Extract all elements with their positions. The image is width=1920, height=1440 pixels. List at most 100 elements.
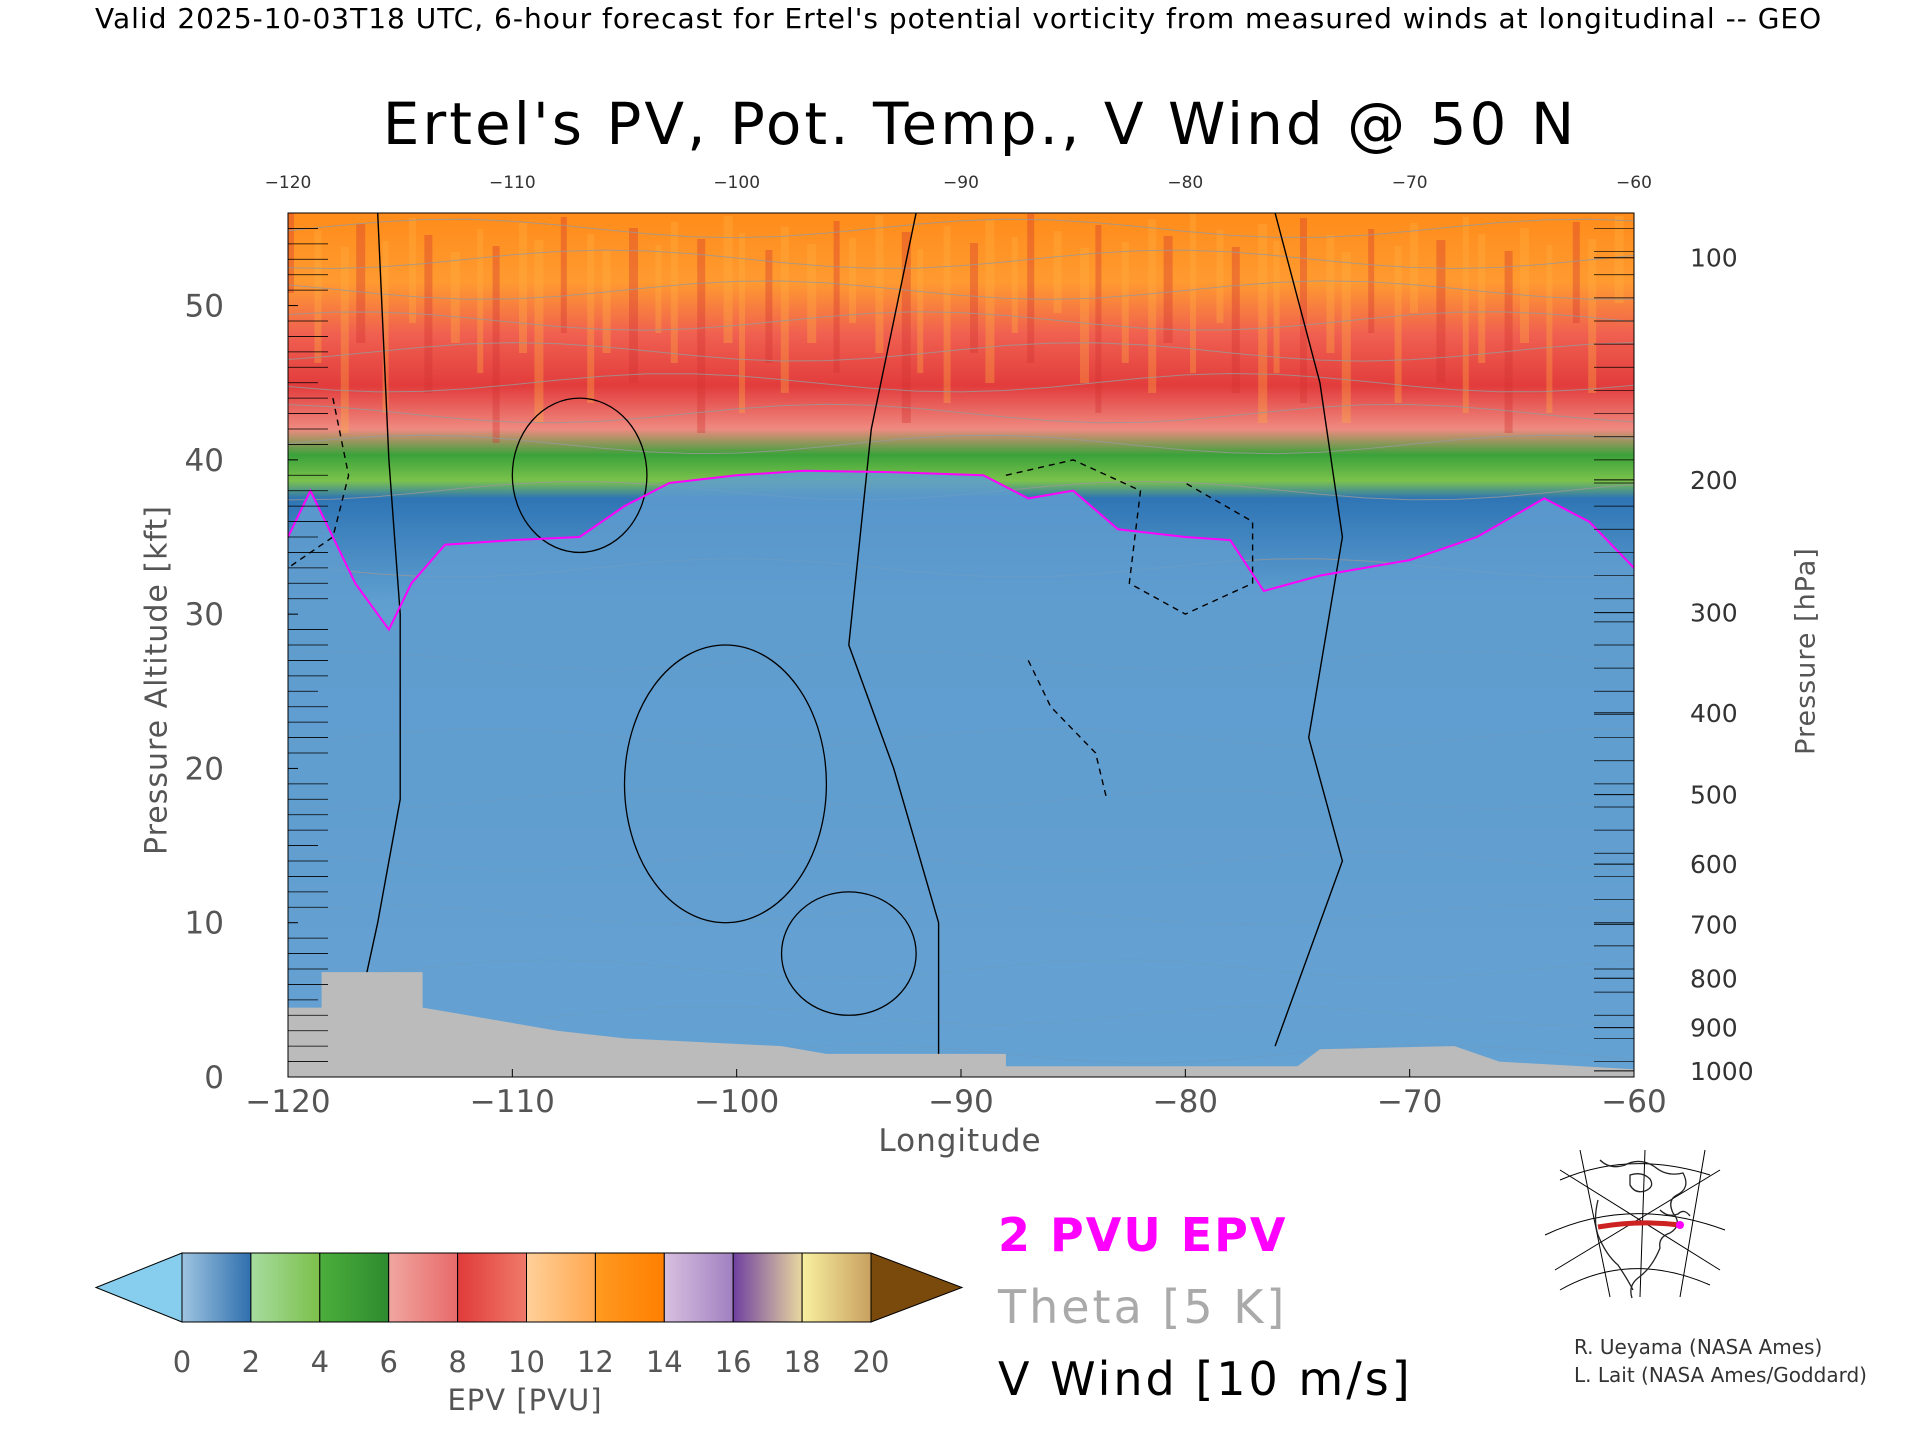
pressure-tick-label: 600 xyxy=(1690,850,1738,879)
epv-streak xyxy=(1572,222,1580,323)
x-tick-label: −110 xyxy=(470,1084,555,1120)
epv-streak xyxy=(1080,248,1089,383)
epv-streak xyxy=(723,216,733,343)
v-wind-neg10-contour xyxy=(1027,660,1108,800)
colorbar-tick-label: 4 xyxy=(311,1345,329,1379)
colorbar-tick-label: 8 xyxy=(448,1345,466,1379)
epv-streak xyxy=(1478,234,1486,363)
theta-contour xyxy=(288,249,1634,270)
epv-streak xyxy=(875,215,884,353)
epv-streak xyxy=(560,217,567,333)
v-wind-10-contour xyxy=(511,397,648,554)
epv-streak xyxy=(1368,229,1375,333)
credit-line-2: L. Lait (NASA Ames/Goddard) xyxy=(1574,1363,1867,1387)
legend-2pvu: 2 PVU EPV xyxy=(998,1208,1288,1262)
top-tick-label: −70 xyxy=(1392,173,1428,193)
theta-contour xyxy=(288,218,1634,239)
pressure-tick-label: 900 xyxy=(1690,1014,1738,1043)
epv-streak xyxy=(697,239,706,433)
epv-streak xyxy=(1027,214,1035,363)
top-tick-label: −90 xyxy=(943,173,979,193)
pressure-tick-label: 100 xyxy=(1690,244,1738,273)
epv-streak xyxy=(1258,224,1268,423)
top-caption: Valid 2025-10-03T18 UTC, 6-hour forecast… xyxy=(95,2,1823,35)
legend-theta: Theta [5 K] xyxy=(998,1280,1288,1334)
epv-streak xyxy=(450,252,460,343)
epv-streak xyxy=(1394,246,1402,403)
y-tick-label: 40 xyxy=(185,443,224,479)
epv-streak xyxy=(1095,225,1102,413)
pressure-tick-label: 1000 xyxy=(1690,1057,1754,1086)
colorbar-segment xyxy=(388,1252,459,1323)
v-wind-zero-contour xyxy=(343,213,401,1077)
epv-streak xyxy=(340,247,349,433)
v-wind-neg10-contour xyxy=(1005,459,1254,615)
y-tick-label: 50 xyxy=(185,289,224,325)
pressure-tick-label: 200 xyxy=(1690,466,1738,495)
stratosphere-blend xyxy=(288,470,1634,1077)
colorbar-segment xyxy=(732,1252,803,1323)
x-tick-label: −80 xyxy=(1153,1084,1218,1120)
epv-streak xyxy=(1341,252,1351,423)
x-axis: −120 −110 −100 −90 −80 −70 −60 xyxy=(245,1069,1667,1120)
colorbar-segment xyxy=(594,1252,665,1323)
colorbar-label: EPV [PVU] xyxy=(447,1383,603,1417)
pressure-tick-label: 400 xyxy=(1690,699,1738,728)
y-axis-right-label: Pressure [hPa] xyxy=(1790,547,1822,755)
theta-contour xyxy=(288,434,1634,455)
epv-streak xyxy=(1190,213,1196,373)
epv-streak xyxy=(1273,241,1280,373)
chart-title: Ertel's PV, Pot. Temp., V Wind @ 50 N xyxy=(382,90,1578,158)
pressure-tick-label: 700 xyxy=(1690,910,1738,939)
legend-vwind: V Wind [10 m/s] xyxy=(998,1352,1413,1406)
colorbar-tick-label: 12 xyxy=(577,1345,614,1379)
epv-streak xyxy=(1462,217,1469,413)
colorbar-tick-label: 20 xyxy=(853,1345,890,1379)
epv-streak xyxy=(807,244,817,343)
colorbar-tick-label: 10 xyxy=(508,1345,545,1379)
colorbar-tick-label: 6 xyxy=(379,1345,397,1379)
epv-streak xyxy=(314,230,322,363)
v-wind-10-contour xyxy=(623,644,828,924)
colorbar-segment xyxy=(801,1252,872,1323)
x-tick-label: −120 xyxy=(245,1084,330,1120)
epv-streak xyxy=(602,251,611,353)
epv-streak xyxy=(288,213,294,293)
epv-streak xyxy=(670,222,678,363)
top-tick-label: −80 xyxy=(1167,173,1203,193)
epv-streak xyxy=(382,241,389,413)
pressure-tick-label: 300 xyxy=(1690,599,1738,628)
epv-streak xyxy=(985,220,995,383)
epv-streak xyxy=(901,232,911,423)
x-tick-label: −100 xyxy=(694,1084,779,1120)
colorbar-tick-label: 16 xyxy=(715,1345,752,1379)
epv-streak xyxy=(534,240,544,423)
epv-streak xyxy=(477,229,484,373)
2pvu-line xyxy=(288,469,1634,632)
epv-streak xyxy=(1121,242,1129,363)
epv-streak xyxy=(1231,247,1240,393)
terrain-mask xyxy=(288,972,1634,1077)
epv-streak xyxy=(519,223,527,353)
x-tick-label: −70 xyxy=(1377,1084,1442,1120)
epv-streak xyxy=(356,224,366,343)
epv-streak xyxy=(1588,239,1597,393)
v-wind-zero-contour xyxy=(1274,213,1344,1047)
colorbar-segment xyxy=(526,1252,596,1323)
top-tick-label: −110 xyxy=(489,173,536,193)
theta-contour xyxy=(288,280,1634,300)
epv-streak xyxy=(739,233,745,413)
top-tick-label: −120 xyxy=(265,173,312,193)
epv-streak xyxy=(833,221,840,373)
colorbar-over-arrow xyxy=(870,1252,964,1323)
colorbar-segment xyxy=(319,1252,390,1323)
colorbar-segment xyxy=(181,1252,252,1323)
y-tick-label: 0 xyxy=(204,1060,224,1096)
v-wind-zero-contour xyxy=(848,213,940,1077)
colorbar: 0 2 4 6 8 10 12 14 16 18 20 xyxy=(94,1252,964,1379)
locator-map xyxy=(1535,1147,1730,1299)
theta-contour xyxy=(288,311,1634,331)
colorbar-tick-label: 2 xyxy=(242,1345,260,1379)
colorbar-segment xyxy=(250,1252,321,1323)
